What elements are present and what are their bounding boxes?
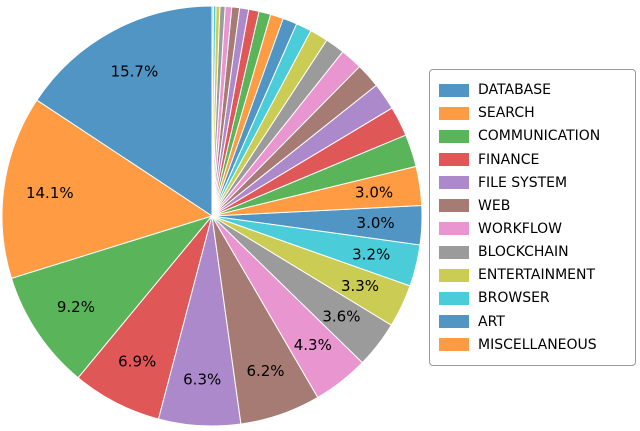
legend-item: BLOCKCHAIN (439, 244, 631, 260)
legend-item: ART (439, 314, 631, 330)
legend-item: FILE SYSTEM (439, 175, 631, 191)
pie-percent-label: 9.2% (57, 298, 95, 316)
pie-percent-label: 3.3% (341, 277, 379, 295)
legend-swatch (439, 129, 469, 143)
legend-swatch (439, 199, 469, 213)
legend-swatch (439, 106, 469, 120)
legend-swatch (439, 153, 469, 167)
pie-slice (1, 99, 213, 279)
legend-item: FINANCE (439, 152, 631, 168)
legend-swatch (439, 245, 469, 259)
legend-swatch (439, 291, 469, 305)
pie-percent-label: 6.2% (246, 362, 284, 380)
legend-swatch (439, 83, 469, 97)
pie-percent-label: 6.3% (183, 371, 221, 389)
pie-percent-label: 3.0% (357, 214, 395, 232)
legend-item: DATABASE (439, 82, 631, 98)
legend-swatch (439, 338, 469, 352)
legend-item: ENTERTAINMENT (439, 267, 631, 283)
pie-slice (36, 5, 213, 217)
legend-label: MISCELLANEOUS (478, 336, 597, 353)
legend-item: MISCELLANEOUS (439, 337, 631, 353)
pie-percent-label: 3.0% (355, 183, 393, 201)
legend-item: SEARCH (439, 105, 631, 121)
legend-label: BROWSER (478, 290, 550, 307)
legend-label: ART (478, 313, 505, 330)
legend-swatch (439, 176, 469, 190)
legend-item: COMMUNICATION (439, 128, 631, 144)
legend-label: COMMUNICATION (478, 128, 601, 145)
legend-swatch (439, 315, 469, 329)
legend-swatch (439, 222, 469, 236)
legend-label: FINANCE (478, 151, 540, 168)
legend-item: BROWSER (439, 290, 631, 306)
legend-item: WORKFLOW (439, 221, 631, 237)
pie-percent-label: 6.9% (118, 353, 156, 371)
pie-slice (10, 215, 213, 379)
legend-label: SEARCH (478, 105, 535, 122)
pie-percent-label: 15.7% (111, 63, 159, 81)
legend-item: WEB (439, 198, 631, 214)
legend-label: WEB (478, 197, 511, 214)
pie-slice (211, 5, 214, 217)
legend-label: DATABASE (478, 82, 551, 99)
legend-label: BLOCKCHAIN (478, 244, 569, 261)
pie-percent-label: 3.6% (322, 307, 360, 325)
pie-percent-label: 14.1% (26, 184, 74, 202)
pie-percent-label: 4.3% (294, 336, 332, 354)
legend-label: WORKFLOW (478, 220, 562, 237)
pie-percent-label: 3.2% (352, 246, 390, 264)
legend-label: FILE SYSTEM (478, 174, 568, 191)
legend: DATABASE SEARCH COMMUNICATION FINANCE FILE S… (429, 69, 636, 366)
legend-swatch (439, 268, 469, 282)
legend-label: ENTERTAINMENT (478, 267, 596, 284)
